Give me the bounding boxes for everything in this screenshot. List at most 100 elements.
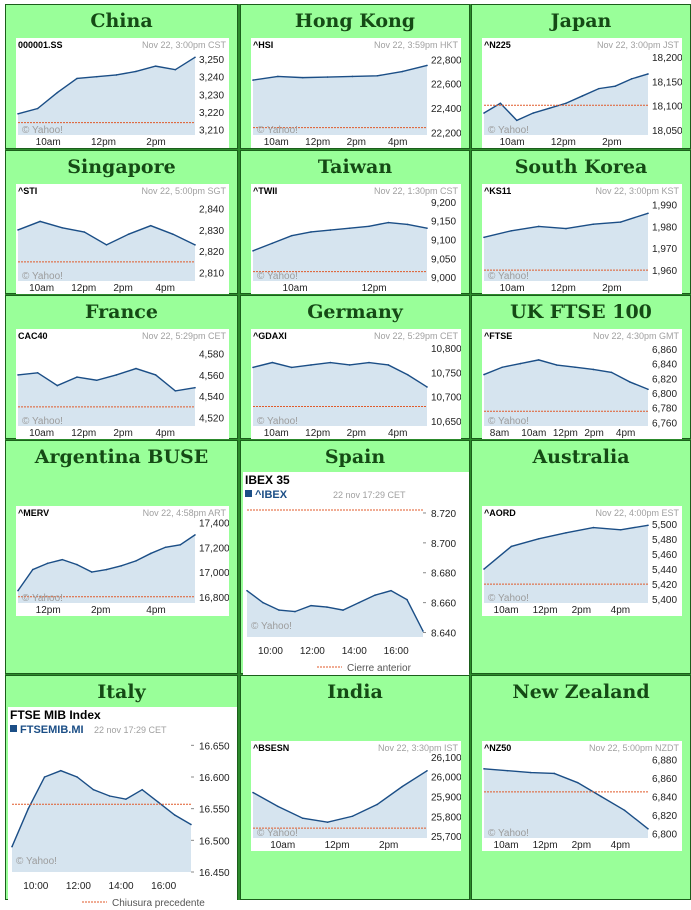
x-tick-label: 12pm — [71, 283, 96, 294]
data-point — [351, 75, 354, 78]
data-point — [576, 781, 579, 784]
panel-japan: Japan 18,200 18,150 18,100 18,050 10am 12pm 2pm… — [471, 4, 691, 149]
data-point — [326, 76, 329, 78]
data-point — [401, 785, 403, 788]
data-point — [271, 361, 274, 364]
y-tick-label: 8.700 — [431, 539, 456, 550]
chart[interactable]: 6,860 6,840 6,820 6,800 6,780 6,760 8am 10am 12p… — [482, 329, 682, 439]
data-point — [105, 568, 108, 571]
series-line — [252, 770, 428, 823]
x-tick-label: 2pm — [584, 428, 603, 439]
panel-spain: Spain 8.720 8.700 8.680 8.660 8.640 10:00 12:00… — [240, 440, 470, 675]
chart[interactable]: 16.650 16.600 16.550 16.500 16.450 10:00 12:00… — [8, 707, 237, 910]
chart[interactable]: 3,250 3,240 3,230 3,220 3,210 10am 12pm 2pm © Ya… — [16, 38, 229, 148]
series-line — [252, 64, 428, 81]
chart-svg: 6,880 6,860 6,840 6,820 6,800 10am 12pm 2pm 4pm ©… — [483, 743, 680, 851]
chart[interactable]: 5,500 5,480 5,460 5,440 5,420 5,400 10am 12pm 2p… — [482, 506, 682, 616]
index-symbol: ^AORD — [484, 508, 516, 518]
data-point — [510, 229, 513, 232]
data-point — [252, 79, 254, 81]
chart[interactable]: 17,400 17,200 17,000 16,800 12pm 2pm 4pm © Yaho… — [16, 506, 229, 616]
y-tick-label: 18,200 — [652, 53, 682, 64]
panel-title: China — [90, 10, 153, 32]
x-tick-label: 4pm — [156, 428, 175, 439]
panel-singapore: Singapore 2,840 2,830 2,820 2,810 10am 12pm 2pm… — [5, 150, 238, 294]
y-tick-label: 25,900 — [431, 793, 461, 804]
panel-title: India — [327, 681, 383, 703]
chart[interactable]: 4,580 4,560 4,540 4,520 10am 12pm 2pm 4pm © Yaho… — [16, 329, 229, 439]
y-tick-label: 18,100 — [652, 102, 682, 113]
chart[interactable]: 26,100 26,000 25,900 25,800 25,700 10am 12pm 2p… — [251, 741, 461, 851]
data-point — [135, 70, 137, 73]
data-point — [310, 604, 312, 607]
panel-title: Hong Kong — [294, 10, 416, 32]
panel-title: Italy — [97, 681, 146, 703]
chart-svg: 3,250 3,240 3,230 3,220 3,210 10am 12pm 2pm © Ya… — [17, 40, 226, 148]
x-tick-label: 12:00 — [300, 646, 325, 657]
data-point — [164, 546, 167, 549]
y-tick-label: 25,800 — [431, 812, 461, 823]
data-point — [426, 64, 428, 67]
series-line — [246, 589, 424, 632]
data-point — [630, 78, 633, 80]
chart[interactable]: 18,200 18,150 18,100 18,050 10am 12pm 2pm © Yah… — [482, 38, 682, 148]
chart[interactable]: 22,800 22,600 22,400 22,200 10am 12pm 2pm 4pm © … — [251, 38, 461, 148]
x-tick-label: 4pm — [611, 840, 630, 851]
series-area — [484, 359, 648, 426]
timestamp: Nov 22, 3:00pm JST — [597, 40, 680, 50]
yahoo-watermark: © Yahoo! — [257, 125, 298, 136]
data-point — [358, 601, 360, 604]
x-tick-label: 2pm — [572, 605, 591, 616]
x-tick-label: 10am — [521, 428, 546, 439]
index-symbol: ^MERV — [18, 508, 49, 518]
chart[interactable]: 10,800 10,750 10,700 10,650 10am 12pm 2pm 4pm © … — [251, 329, 461, 439]
x-tick-label: 10:00 — [23, 881, 48, 892]
x-tick-label: 12pm — [553, 428, 578, 439]
data-point — [252, 250, 254, 252]
y-tick-label: 3,240 — [199, 73, 224, 84]
data-point — [76, 776, 78, 778]
x-tick-label: 12pm — [551, 137, 576, 148]
data-point — [194, 386, 196, 389]
data-point — [483, 112, 485, 114]
data-point — [43, 776, 46, 778]
x-tick-label: 10am — [264, 137, 289, 148]
chart[interactable]: 2,840 2,830 2,820 2,810 10am 12pm 2pm 4pm © Yaho… — [16, 184, 229, 294]
chart[interactable]: 9,200 9,150 9,100 9,050 9,000 10am 12pm © Yahoo… — [251, 184, 461, 294]
data-point — [125, 798, 127, 800]
y-tick-label: 1,960 — [652, 266, 677, 277]
data-point — [56, 91, 59, 94]
data-point — [301, 76, 304, 79]
data-point — [95, 75, 98, 78]
yahoo-watermark: © Yahoo! — [488, 593, 529, 604]
data-point — [647, 388, 649, 391]
data-point — [60, 769, 62, 772]
data-point — [532, 112, 534, 114]
data-point — [172, 233, 174, 235]
series-area — [253, 770, 427, 838]
index-symbol: ^FTSE — [484, 331, 512, 341]
panel-title: Singapore — [67, 156, 176, 178]
yahoo-watermark: © Yahoo! — [257, 828, 298, 839]
data-point — [422, 630, 424, 632]
y-tick-label: 8.660 — [431, 599, 456, 610]
timestamp: Nov 22, 3:30pm IST — [378, 743, 459, 753]
y-tick-label: 6,880 — [652, 756, 677, 767]
data-point — [149, 552, 152, 555]
x-tick-label: 12pm — [533, 840, 558, 851]
x-tick-label: 12pm — [36, 605, 61, 616]
chart[interactable]: 8.720 8.700 8.680 8.660 8.640 10:00 12:00 14:00… — [243, 472, 469, 675]
x-tick-label: 12pm — [305, 137, 330, 148]
panel-germany: Germany 10,800 10,750 10,700 10,650 10am 12pm 2… — [240, 295, 470, 439]
index-symbol: ^N225 — [484, 40, 511, 50]
data-point — [483, 768, 485, 770]
chart-svg: 18,200 18,150 18,100 18,050 10am 12pm 2pm © Yah… — [483, 40, 682, 148]
data-point — [326, 821, 329, 823]
data-point — [426, 770, 428, 772]
chart[interactable]: 6,880 6,860 6,840 6,820 6,800 10am 12pm 2pm 4pm ©… — [482, 741, 682, 851]
x-tick-label: 12pm — [362, 283, 387, 294]
chart[interactable]: 1,990 1,980 1,970 1,960 10am 12pm 2pm © Yahoo! ^… — [482, 184, 682, 294]
y-tick-label: 16.650 — [199, 741, 230, 752]
x-tick-label: 2pm — [113, 428, 132, 439]
x-tick-label: 10am — [283, 283, 308, 294]
